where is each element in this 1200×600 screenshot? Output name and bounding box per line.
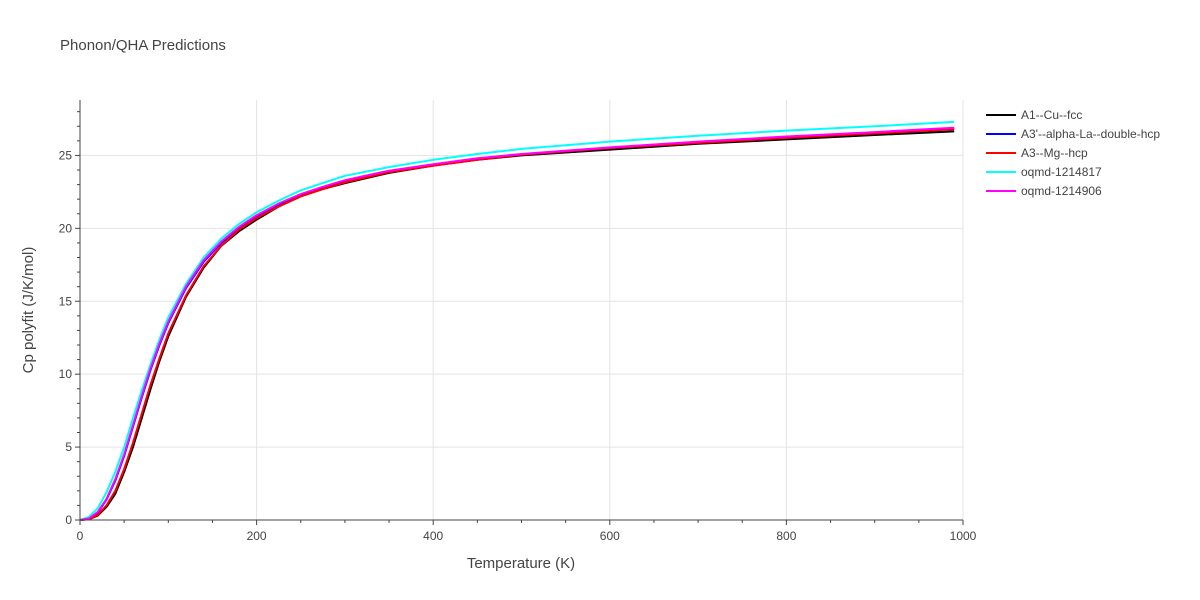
x-tick-label: 200 bbox=[247, 529, 267, 543]
legend-item[interactable]: oqmd-1214906 bbox=[986, 184, 1102, 198]
x-tick-label: 0 bbox=[77, 529, 84, 543]
axis-layer: 0 200 400 600 800 1000 0 5 10 15 20 25 bbox=[59, 100, 977, 543]
legend-label: A3--Mg--hcp bbox=[1021, 146, 1088, 160]
series-line-2 bbox=[79, 127, 955, 521]
legend-label: A3'--alpha-La--double-hcp bbox=[1021, 127, 1160, 141]
y-tick-label: 25 bbox=[59, 148, 73, 162]
legend-label: oqmd-1214906 bbox=[1021, 184, 1102, 198]
x-axis-title: Temperature (K) bbox=[467, 555, 575, 572]
legend-item[interactable]: A1--Cu--fcc bbox=[986, 108, 1082, 122]
series-line-3 bbox=[79, 128, 955, 521]
legend: A1--Cu--fcc A3'--alpha-La--double-hcp A3--… bbox=[986, 108, 1160, 198]
grid-layer bbox=[80, 100, 964, 520]
series-line-4 bbox=[79, 120, 955, 521]
y-tick-label: 20 bbox=[59, 221, 73, 235]
chart-title: Phonon/QHA Predictions bbox=[60, 37, 226, 54]
series-line-5 bbox=[79, 126, 955, 521]
legend-item[interactable]: oqmd-1214817 bbox=[986, 165, 1102, 179]
legend-item[interactable]: A3--Mg--hcp bbox=[986, 146, 1088, 160]
x-tick-label: 600 bbox=[600, 529, 620, 543]
y-tick-label: 5 bbox=[65, 440, 72, 454]
x-tick-label: 400 bbox=[423, 529, 443, 543]
y-axis-title: Cp polyfit (J/K/mol) bbox=[20, 247, 37, 374]
y-tick-label: 15 bbox=[59, 294, 73, 308]
y-tick-label: 0 bbox=[65, 513, 72, 527]
series-layer bbox=[79, 120, 955, 521]
y-tick-label: 10 bbox=[59, 367, 73, 381]
legend-item[interactable]: A3'--alpha-La--double-hcp bbox=[986, 127, 1160, 141]
series-line-1 bbox=[79, 130, 955, 521]
legend-label: oqmd-1214817 bbox=[1021, 165, 1102, 179]
legend-label: A1--Cu--fcc bbox=[1021, 108, 1082, 122]
x-tick-label: 1000 bbox=[950, 529, 977, 543]
x-tick-label: 800 bbox=[776, 529, 796, 543]
